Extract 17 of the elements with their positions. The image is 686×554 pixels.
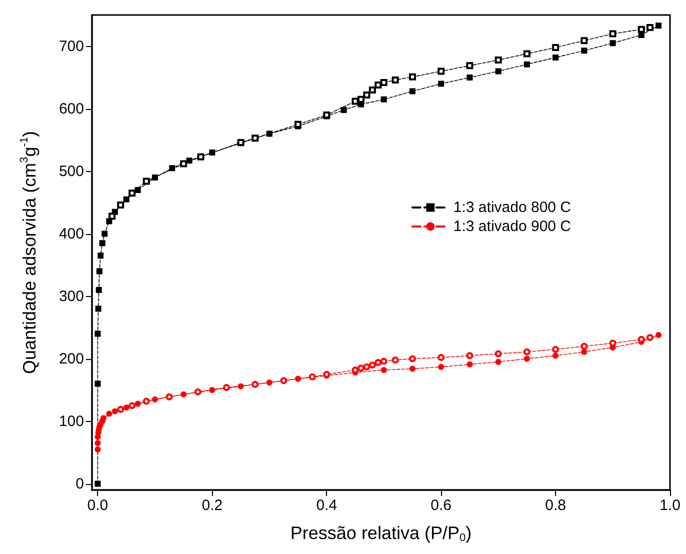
x-tick-label: 0.4 [316, 497, 338, 514]
legend-label: 1:3 ativado 800 C [453, 199, 572, 216]
x-tick-label: 0.2 [202, 497, 223, 514]
y-tick-label: 0 [76, 475, 84, 492]
y-tick-label: 100 [58, 412, 84, 430]
y-tick-label: 400 [58, 225, 84, 242]
x-tick-label: 0.0 [87, 497, 108, 514]
legend-label: 1:3 ativado 900 C [453, 218, 572, 235]
x-tick-label: 1.0 [660, 497, 680, 514]
y-tick-label: 600 [58, 100, 84, 118]
y-tick-label: 500 [58, 162, 84, 180]
x-tick-label: 0.8 [545, 497, 566, 514]
y-tick-label: 700 [58, 38, 84, 55]
y-tick-label: 200 [58, 350, 84, 368]
y-tick-label: 300 [58, 288, 84, 305]
y-axis-title: Quantidade adsorvida (cm3g-1) [18, 130, 40, 374]
x-tick-label: 0.6 [430, 497, 452, 514]
